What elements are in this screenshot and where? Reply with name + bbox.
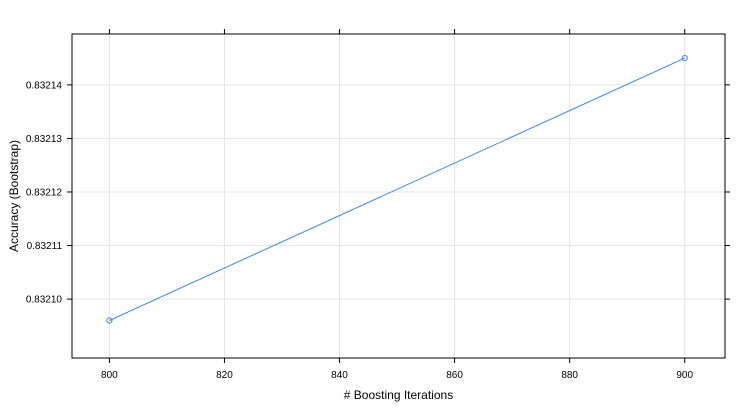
data-layer [106,54,688,324]
data-point [681,54,688,62]
plot-frame [71,33,726,359]
y-tick-label: 0.83212 [26,187,63,198]
x-tick-label: 900 [676,370,693,381]
x-axis-label: # Boosting Iterations [344,388,453,402]
x-tick-label: 820 [216,370,233,381]
y-tick-label: 0.83213 [26,134,63,145]
grid-layer [72,34,725,358]
x-tick-label: 800 [101,370,118,381]
y-axis-label: Accuracy (Bootstrap) [7,140,21,252]
x-tick-label: 880 [561,370,578,381]
y-tick-label: 0.83211 [27,241,63,252]
axis-layer: 800 820 840 860 880 900 0.83210 0.83211 0.83212 0… [26,29,730,381]
x-tick-label: 840 [331,370,348,381]
x-tick-label: 860 [446,370,463,381]
series-line [109,57,685,321]
y-tick-label: 0.83210 [26,295,63,306]
y-tick-label: 0.83214 [26,80,63,91]
data-point [106,317,113,324]
